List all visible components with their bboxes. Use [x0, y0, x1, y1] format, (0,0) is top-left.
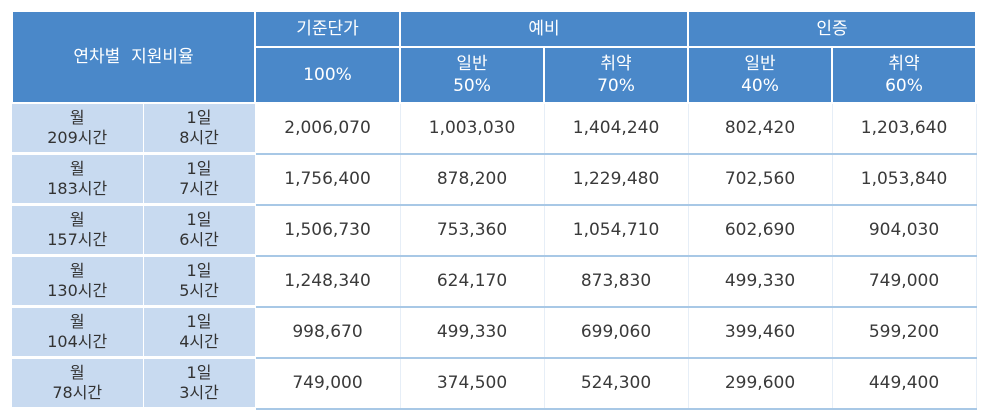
base-price-cell: 749,000: [254, 357, 401, 410]
daily-label: 1일: [186, 261, 212, 280]
header-reserve: 예비: [399, 10, 690, 48]
base-price-cell: 998,670: [254, 306, 401, 359]
monthly-hours: 78시간: [52, 383, 103, 402]
daily-hours: 5시간: [179, 281, 219, 300]
cert-vulnerable-cell: 1,053,840: [831, 153, 977, 206]
monthly-label: 월: [69, 312, 85, 331]
reserve-vulnerable-cell: 873,830: [543, 255, 689, 308]
header-certified: 인증: [687, 10, 978, 48]
daily-hours-cell: 1일 7시간: [143, 153, 256, 206]
table-row: 월 183시간 1일 7시간 1,756,400 878,200 1,229,480…: [12, 153, 977, 206]
sub-type-label: 일반: [456, 54, 488, 74]
table-row: 월 78시간 1일 3시간 749,000 374,500 524,300 299,…: [12, 357, 977, 410]
reserve-vulnerable-cell: 1,054,710: [543, 204, 689, 257]
cert-vulnerable-cell: 749,000: [831, 255, 977, 308]
cert-general-cell: 399,460: [687, 306, 833, 359]
monthly-hours-cell: 월 183시간: [12, 153, 144, 206]
sub-rate-label: 40%: [741, 76, 779, 96]
support-rate-table-container: 연차별 지원비율 기준단가 예비 인증 100% 일반 50% 취약 70% 일…: [10, 10, 978, 410]
sub-rate-label: 50%: [453, 76, 491, 96]
base-price-cell: 1,756,400: [254, 153, 401, 206]
cert-general-cell: 499,330: [687, 255, 833, 308]
daily-hours: 8시간: [179, 128, 219, 147]
reserve-vulnerable-cell: 1,229,480: [543, 153, 689, 206]
reserve-vulnerable-cell: 524,300: [543, 357, 689, 410]
daily-hours: 7시간: [179, 179, 219, 198]
daily-hours-cell: 1일 4시간: [143, 306, 256, 359]
header-row-groups: 연차별 지원비율 기준단가 예비 인증: [10, 10, 978, 104]
monthly-hours-cell: 월 157시간: [12, 204, 144, 257]
sub-rate-label: 70%: [597, 76, 635, 96]
reserve-general-cell: 624,170: [399, 255, 545, 308]
table-row: 월 130시간 1일 5시간 1,248,340 624,170 873,830 4…: [12, 255, 977, 308]
daily-hours: 4시간: [179, 332, 219, 351]
sub-rate-label: 60%: [885, 76, 923, 96]
header-reserve-general: 일반 50%: [399, 46, 546, 104]
reserve-vulnerable-cell: 699,060: [543, 306, 689, 359]
monthly-label: 월: [69, 210, 85, 229]
daily-label: 1일: [186, 210, 212, 229]
header-cert-general: 일반 40%: [687, 46, 834, 104]
support-rate-table: 연차별 지원비율 기준단가 예비 인증 100% 일반 50% 취약 70% 일…: [10, 10, 978, 410]
base-price-cell: 1,248,340: [254, 255, 401, 308]
daily-label: 1일: [186, 363, 212, 382]
base-price-cell: 1,506,730: [254, 204, 401, 257]
daily-label: 1일: [186, 159, 212, 178]
daily-hours-cell: 1일 6시간: [143, 204, 256, 257]
cert-vulnerable-cell: 449,400: [831, 357, 977, 410]
monthly-hours-cell: 월 130시간: [12, 255, 144, 308]
row-label-header: 연차별 지원비율: [10, 10, 257, 104]
daily-hours-cell: 1일 8시간: [143, 103, 256, 155]
table-row: 월 104시간 1일 4시간 998,670 499,330 699,060 399…: [12, 306, 977, 359]
reserve-general-cell: 374,500: [399, 357, 545, 410]
monthly-label: 월: [69, 159, 85, 178]
daily-label: 1일: [186, 108, 212, 127]
monthly-label: 월: [69, 261, 85, 280]
monthly-hours-cell: 월 104시간: [12, 306, 144, 359]
header-cert-vulnerable: 취약 60%: [831, 46, 978, 104]
monthly-hours: 130시간: [47, 281, 108, 300]
monthly-hours-cell: 월 209시간: [12, 103, 144, 155]
header-base-rate: 100%: [254, 46, 402, 104]
monthly-label: 월: [69, 108, 85, 127]
monthly-hours: 104시간: [47, 332, 108, 351]
table-row: 월 157시간 1일 6시간 1,506,730 753,360 1,054,710…: [12, 204, 977, 257]
reserve-general-cell: 878,200: [399, 153, 545, 206]
cert-vulnerable-cell: 904,030: [831, 204, 977, 257]
cert-vulnerable-cell: 1,203,640: [831, 103, 977, 155]
cert-general-cell: 299,600: [687, 357, 833, 410]
table-row: 월 209시간 1일 8시간 2,006,070 1,003,030 1,404,2…: [12, 103, 977, 155]
reserve-general-cell: 753,360: [399, 204, 545, 257]
sub-type-label: 취약: [600, 54, 632, 74]
monthly-hours: 157시간: [47, 230, 108, 249]
daily-hours-cell: 1일 3시간: [143, 357, 256, 410]
header-reserve-vulnerable: 취약 70%: [543, 46, 690, 104]
reserve-general-cell: 499,330: [399, 306, 545, 359]
reserve-general-cell: 1,003,030: [399, 103, 545, 155]
cert-general-cell: 702,560: [687, 153, 833, 206]
header-row-subs: 100% 일반 50% 취약 70% 일반 40% 취약 60%: [12, 46, 978, 104]
cert-vulnerable-cell: 599,200: [831, 306, 977, 359]
monthly-hours-cell: 월 78시간: [12, 357, 144, 410]
monthly-label: 월: [69, 363, 85, 382]
daily-hours-cell: 1일 5시간: [143, 255, 256, 308]
sub-type-label: 일반: [744, 54, 776, 74]
monthly-hours: 183시간: [47, 179, 108, 198]
daily-label: 1일: [186, 312, 212, 331]
base-price-cell: 2,006,070: [254, 103, 401, 155]
daily-hours: 6시간: [179, 230, 219, 249]
daily-hours: 3시간: [179, 383, 219, 402]
cert-general-cell: 602,690: [687, 204, 833, 257]
reserve-vulnerable-cell: 1,404,240: [543, 103, 689, 155]
header-base-price: 기준단가: [254, 10, 402, 48]
sub-type-label: 취약: [888, 54, 920, 74]
cert-general-cell: 802,420: [687, 103, 833, 155]
monthly-hours: 209시간: [47, 128, 108, 147]
